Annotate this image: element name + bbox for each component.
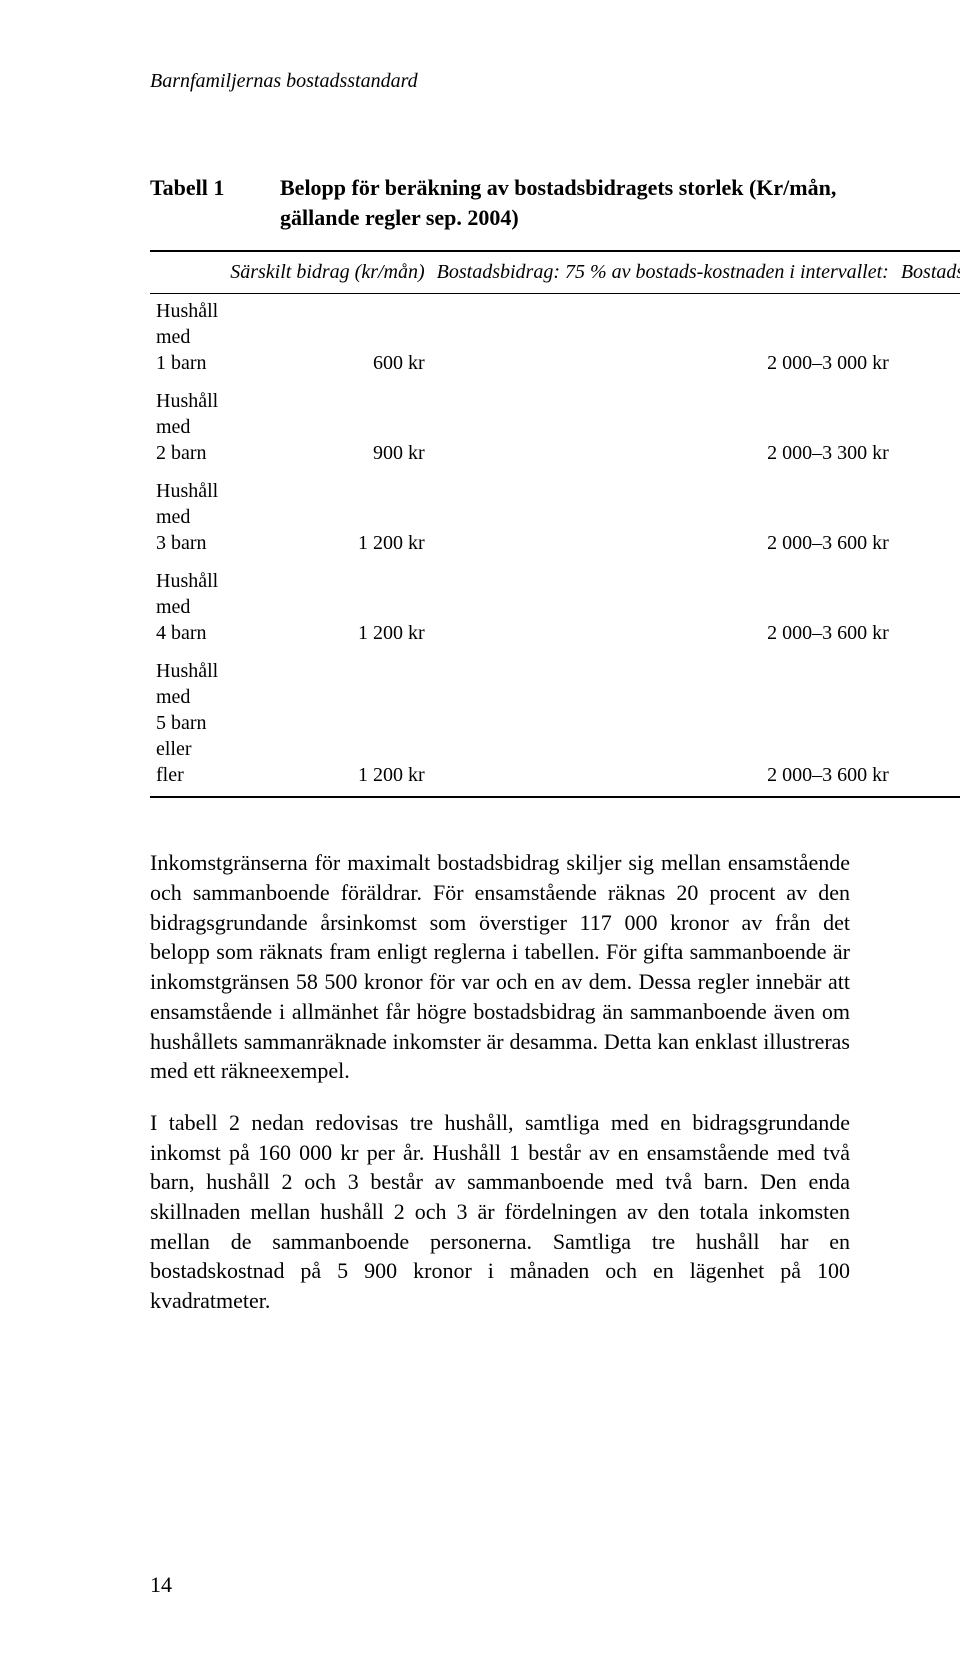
row-label-line2: 4 barn bbox=[156, 620, 218, 646]
table-header-row: Särskilt bidrag (kr/mån) Bostadsbidrag: … bbox=[150, 251, 960, 294]
cell-75: 2 000–3 600 kr bbox=[431, 474, 895, 564]
row-label-line2: 1 barn bbox=[156, 350, 218, 376]
table-row: Hushåll med 4 barn 1 200 kr 2 000–3 600 … bbox=[150, 564, 960, 654]
cell-bidrag: 600 kr bbox=[224, 294, 430, 385]
row-label-line1: Hushåll med bbox=[156, 388, 218, 440]
cell-75: 2 000–3 600 kr bbox=[431, 564, 895, 654]
cell-bidrag: 1 200 kr bbox=[224, 474, 430, 564]
row-label-line1: Hushåll med bbox=[156, 658, 218, 710]
table-row: Hushåll med 2 barn 900 kr 2 000–3 300 kr… bbox=[150, 384, 960, 474]
cell-50: 3 301–5 900 kr bbox=[895, 384, 960, 474]
table-row: Hushåll med 5 barn eller fler 1 200 kr 2… bbox=[150, 654, 960, 797]
cell-bidrag: 1 200 kr bbox=[224, 564, 430, 654]
th-label bbox=[150, 251, 224, 294]
page-number: 14 bbox=[150, 1572, 172, 1598]
row-label-line2: 3 barn bbox=[156, 530, 218, 556]
cell-75: 2 000–3 300 kr bbox=[431, 384, 895, 474]
body-text: Inkomstgränserna för maximalt bostadsbid… bbox=[150, 848, 850, 1315]
paragraph-2: I tabell 2 nedan redovisas tre hushåll, … bbox=[150, 1108, 850, 1316]
cell-50: 3 001–5 300 kr bbox=[895, 294, 960, 385]
cell-bidrag: 1 200 kr bbox=[224, 654, 430, 797]
row-label-line1: Hushåll med bbox=[156, 298, 218, 350]
row-label-line2: 2 barn bbox=[156, 440, 218, 466]
th-50: Bostadsbidrag: 50 % av bostads-kostnaden… bbox=[895, 251, 960, 294]
th-75: Bostadsbidrag: 75 % av bostads-kostnaden… bbox=[431, 251, 895, 294]
row-label: Hushåll med 4 barn bbox=[150, 564, 224, 654]
table-caption-label: Tabell 1 bbox=[150, 173, 280, 232]
row-label: Hushåll med 2 barn bbox=[150, 384, 224, 474]
row-label: Hushåll med 3 barn bbox=[150, 474, 224, 564]
page: Barnfamiljernas bostadsstandard Tabell 1… bbox=[0, 0, 960, 1656]
cell-50: 3 601–6 600 kr bbox=[895, 474, 960, 564]
row-label: Hushåll med 1 barn bbox=[150, 294, 224, 385]
row-label-line1: Hushåll med bbox=[156, 568, 218, 620]
table-row: Hushåll med 3 barn 1 200 kr 2 000–3 600 … bbox=[150, 474, 960, 564]
cell-75: 2 000–3 000 kr bbox=[431, 294, 895, 385]
cell-75: 2 000–3 600 kr bbox=[431, 654, 895, 797]
row-label-line1: Hushåll med bbox=[156, 478, 218, 530]
row-label-line2: 5 barn eller fler bbox=[156, 710, 218, 788]
running-head: Barnfamiljernas bostadsstandard bbox=[150, 70, 850, 93]
paragraph-1: Inkomstgränserna för maximalt bostadsbid… bbox=[150, 848, 850, 1086]
cell-50: 3 601–6 600 kr bbox=[895, 654, 960, 797]
table-row: Hushåll med 1 barn 600 kr 2 000–3 000 kr… bbox=[150, 294, 960, 385]
cell-50: 3 601–6 600 kr bbox=[895, 564, 960, 654]
data-table: Särskilt bidrag (kr/mån) Bostadsbidrag: … bbox=[150, 250, 960, 798]
cell-bidrag: 900 kr bbox=[224, 384, 430, 474]
row-label: Hushåll med 5 barn eller fler bbox=[150, 654, 224, 797]
table-caption-title: Belopp för beräkning av bostadsbidragets… bbox=[280, 173, 850, 232]
table-caption: Tabell 1 Belopp för beräkning av bostads… bbox=[150, 173, 850, 232]
th-bidrag: Särskilt bidrag (kr/mån) bbox=[224, 251, 430, 294]
